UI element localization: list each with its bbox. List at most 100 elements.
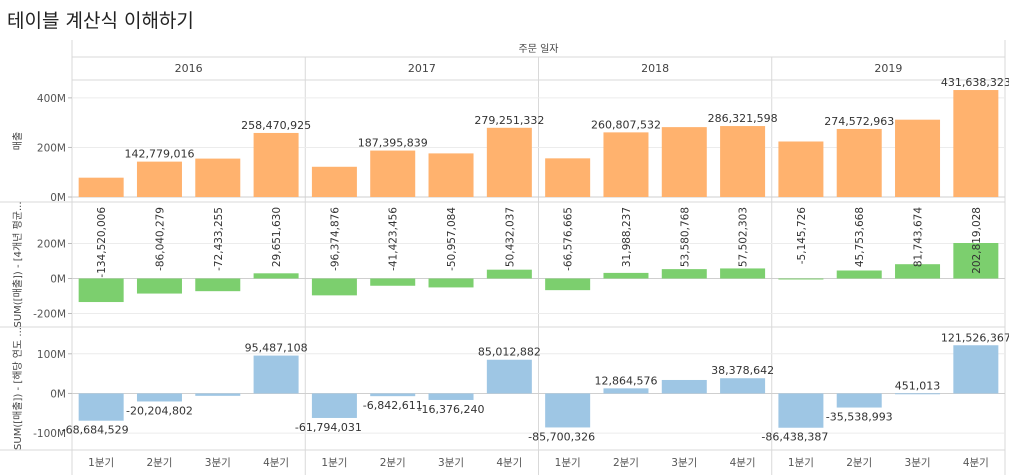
data-label: 142,779,016 bbox=[124, 148, 194, 161]
year-label: 2019 bbox=[874, 62, 902, 75]
data-label: -72,433,255 bbox=[213, 207, 225, 271]
bar bbox=[311, 393, 357, 418]
x-tick-label: 1분기 bbox=[321, 457, 347, 469]
data-label: -16,376,240 bbox=[418, 403, 485, 416]
year-label: 2016 bbox=[175, 62, 203, 75]
data-label: 50,432,037 bbox=[504, 207, 516, 267]
bar bbox=[311, 278, 357, 296]
data-label: 286,321,598 bbox=[708, 112, 778, 125]
bar bbox=[603, 272, 649, 279]
bar bbox=[78, 278, 124, 303]
bar bbox=[545, 158, 591, 198]
data-label: -50,957,084 bbox=[446, 207, 458, 271]
bar bbox=[195, 393, 241, 396]
x-tick-label: 4분기 bbox=[496, 457, 522, 469]
data-label: -86,438,387 bbox=[761, 431, 828, 444]
bar bbox=[836, 270, 882, 279]
data-label: 202,819,028 bbox=[971, 207, 983, 274]
bar bbox=[311, 166, 357, 198]
data-label: 187,395,839 bbox=[358, 137, 428, 150]
bar bbox=[78, 177, 124, 198]
x-tick-label: 2분기 bbox=[846, 457, 872, 469]
bar bbox=[253, 355, 299, 394]
header-title: 주문 일자 bbox=[519, 43, 559, 55]
year-label: 2018 bbox=[641, 62, 669, 75]
bar bbox=[953, 345, 999, 394]
y-tick-label: 200M bbox=[37, 239, 66, 251]
bar bbox=[370, 150, 416, 198]
data-label: 12,864,576 bbox=[594, 374, 657, 387]
bar bbox=[136, 278, 182, 294]
data-label: -20,204,802 bbox=[126, 404, 193, 417]
y-tick-label: 0M bbox=[50, 388, 66, 400]
x-tick-label: 4분기 bbox=[730, 457, 756, 469]
x-tick-label: 4분기 bbox=[263, 457, 289, 469]
data-label: 279,251,332 bbox=[474, 114, 544, 127]
bar bbox=[836, 128, 882, 198]
bar bbox=[895, 393, 941, 395]
bar bbox=[428, 153, 474, 198]
bar bbox=[545, 278, 591, 291]
data-label: -5,145,726 bbox=[796, 207, 808, 265]
y-tick-label: 200M bbox=[37, 142, 66, 154]
x-tick-label: 2분기 bbox=[146, 457, 172, 469]
data-label: 81,743,674 bbox=[913, 207, 925, 267]
data-label: 45,753,668 bbox=[854, 207, 866, 267]
bar bbox=[136, 161, 182, 198]
bar bbox=[661, 269, 707, 279]
data-label: 95,487,108 bbox=[245, 342, 308, 355]
y-tick-label: 100M bbox=[37, 349, 66, 361]
y-tick-label: 0M bbox=[50, 192, 66, 204]
x-tick-label: 2분기 bbox=[613, 457, 639, 469]
bar bbox=[720, 378, 766, 394]
y-axis-title: SUM([매출]) - [4개년 평균... bbox=[12, 201, 24, 327]
bar bbox=[136, 393, 182, 402]
x-tick-label: 3분기 bbox=[905, 457, 931, 469]
x-tick-label: 1분기 bbox=[555, 457, 581, 469]
data-label: 57,502,303 bbox=[738, 207, 750, 267]
bar bbox=[778, 141, 824, 198]
data-label: -35,538,993 bbox=[826, 411, 893, 424]
data-label: 53,580,768 bbox=[679, 207, 691, 267]
bar bbox=[720, 126, 766, 198]
bar bbox=[428, 278, 474, 288]
data-label: -85,700,326 bbox=[528, 430, 595, 443]
y-axis-title: 매출 bbox=[12, 132, 24, 150]
bar bbox=[953, 90, 999, 198]
bar bbox=[486, 359, 532, 394]
bar bbox=[661, 127, 707, 198]
bar bbox=[895, 119, 941, 198]
bar bbox=[486, 269, 532, 279]
bar bbox=[720, 268, 766, 279]
bar bbox=[195, 278, 241, 292]
bar bbox=[78, 393, 124, 421]
data-label: 85,012,882 bbox=[478, 346, 541, 359]
x-tick-label: 3분기 bbox=[671, 457, 697, 469]
data-label: -86,040,279 bbox=[154, 207, 166, 271]
data-label: -61,794,031 bbox=[295, 421, 362, 434]
bar bbox=[370, 393, 416, 397]
data-label: -6,842,611 bbox=[363, 399, 423, 412]
year-label: 2017 bbox=[408, 62, 436, 75]
y-tick-label: 400M bbox=[37, 93, 66, 105]
bar bbox=[253, 273, 299, 279]
x-tick-label: 2분기 bbox=[380, 457, 406, 469]
data-label: -134,520,006 bbox=[96, 207, 108, 278]
data-label: 38,378,642 bbox=[711, 364, 774, 377]
bar bbox=[195, 158, 241, 198]
data-label: 431,638,323 bbox=[941, 76, 1009, 89]
bar bbox=[836, 393, 882, 408]
data-label: -41,423,456 bbox=[388, 207, 400, 271]
x-tick-label: 1분기 bbox=[88, 457, 114, 469]
data-label: 121,526,367 bbox=[941, 331, 1009, 344]
data-label: 260,807,532 bbox=[591, 118, 661, 131]
bar bbox=[253, 132, 299, 198]
bar bbox=[603, 132, 649, 198]
bar bbox=[778, 278, 824, 280]
data-label: -68,684,529 bbox=[62, 424, 129, 437]
page-title: 테이블 계산식 이해하기 bbox=[7, 10, 194, 32]
data-label: 31,988,237 bbox=[621, 207, 633, 267]
bar bbox=[661, 379, 707, 394]
y-axis-title: SUM([매출]) - [해당 연도 ... bbox=[11, 327, 24, 450]
